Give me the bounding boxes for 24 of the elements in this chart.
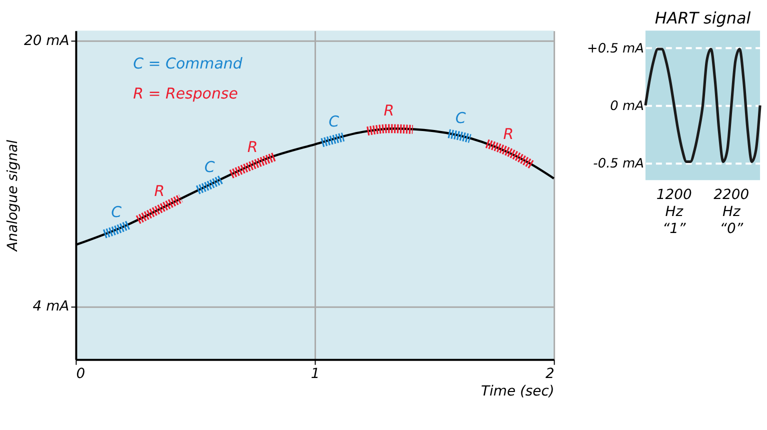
annotation: C	[328, 112, 340, 130]
annotation: R	[154, 182, 165, 200]
y-tick-label: 20 mA	[24, 33, 70, 50]
annotation: R	[503, 124, 514, 143]
x-axis-title: Time (sec)	[480, 384, 554, 400]
text: C = Command	[133, 54, 243, 73]
y-axis-title: Analogue signal	[4, 140, 21, 252]
text: 2200 Hz “0”	[714, 187, 750, 237]
y-tick-label: 0 mA	[610, 98, 644, 114]
line-series	[644, 48, 762, 163]
x-tick-label: 0	[76, 366, 86, 382]
y-tick-label: 4 mA	[32, 298, 70, 315]
y-tick-label: +0.5 mA	[586, 41, 644, 56]
annotation: C	[455, 109, 466, 128]
text: 1200 Hz “1”	[656, 187, 692, 237]
annotation: R	[247, 138, 258, 156]
x-tick-label: 1	[310, 366, 320, 382]
annotation: C	[204, 158, 216, 176]
annotation: R	[384, 102, 394, 120]
annotation: C	[111, 202, 122, 221]
x-tick-label: 2	[545, 366, 554, 382]
y-tick-label: -0.5 mA	[593, 156, 644, 172]
text: R = Response	[133, 84, 238, 102]
chart-title: HART signal	[654, 8, 752, 28]
